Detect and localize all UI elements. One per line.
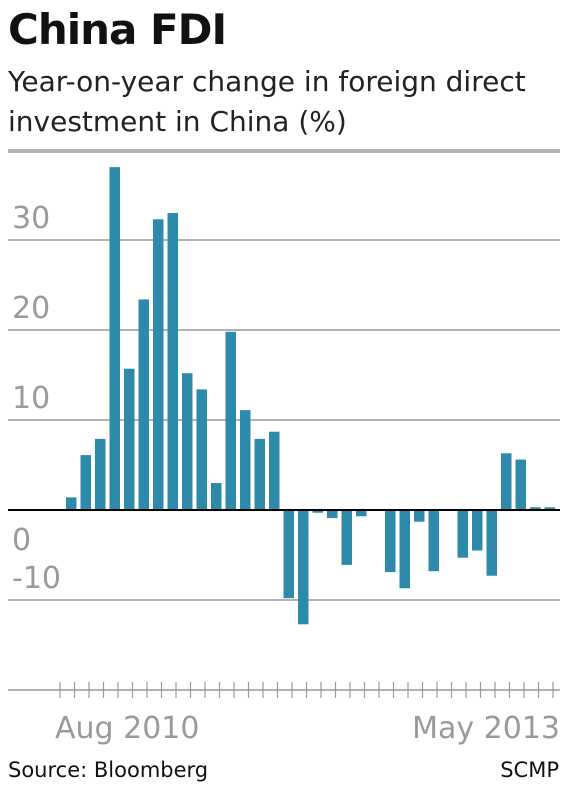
publisher-credit: SCMP	[500, 758, 559, 782]
bar	[544, 507, 555, 510]
bar	[66, 497, 77, 510]
y-tick-label: 20	[12, 291, 50, 326]
bar	[95, 438, 106, 510]
bar	[225, 331, 236, 510]
y-tick-label: 0	[12, 523, 31, 558]
y-tick-label: -10	[12, 561, 61, 596]
bar	[80, 455, 91, 510]
bars	[66, 167, 555, 625]
bar	[530, 507, 541, 510]
bar	[269, 431, 280, 510]
bar	[196, 389, 207, 510]
bar	[414, 510, 425, 522]
bar	[182, 373, 193, 510]
bar	[399, 510, 410, 589]
source-note: Source: Bloomberg	[8, 758, 209, 782]
bar	[515, 459, 526, 510]
gridlines	[8, 149, 560, 691]
bar	[341, 510, 352, 565]
y-tick-label: 30	[12, 201, 50, 236]
bar	[428, 510, 439, 572]
bar	[312, 510, 323, 513]
bar	[327, 510, 338, 519]
bar-chart: -100 10 20 30 40 Aug 2010 May 2013	[8, 140, 560, 746]
bar	[254, 438, 265, 510]
x-axis-labels: Aug 2010 May 2013	[55, 711, 560, 746]
bar	[240, 410, 251, 510]
bar	[356, 510, 367, 517]
bar	[211, 483, 222, 510]
x-tick-label: Aug 2010	[55, 711, 199, 746]
bar	[457, 510, 468, 558]
bar	[124, 368, 135, 510]
bar	[472, 510, 483, 551]
chart-subtitle: Year-on-year change in foreign direct in…	[8, 65, 526, 138]
bar	[138, 299, 149, 510]
y-tick-label: 10	[12, 381, 50, 416]
bar	[153, 219, 164, 511]
bar	[486, 510, 497, 576]
x-axis	[8, 509, 560, 698]
x-tick-label: May 2013	[412, 711, 560, 746]
y-axis-labels: -100 10 20 30 40	[12, 140, 61, 596]
y-tick-label: 40	[12, 140, 50, 146]
chart-title: China FDI	[8, 5, 227, 54]
bar	[283, 510, 294, 599]
bar	[501, 453, 512, 510]
bar	[298, 510, 309, 625]
bar	[385, 510, 396, 573]
bar	[109, 167, 120, 510]
bar	[167, 213, 178, 510]
